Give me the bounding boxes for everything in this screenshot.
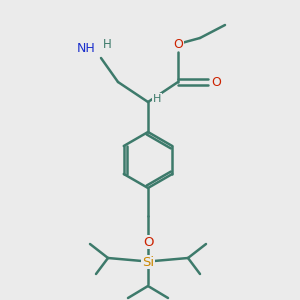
Text: H: H bbox=[103, 38, 111, 50]
Text: O: O bbox=[211, 76, 221, 88]
Text: O: O bbox=[143, 236, 153, 248]
Text: Si: Si bbox=[142, 256, 154, 268]
Text: H: H bbox=[153, 94, 161, 104]
Text: O: O bbox=[173, 38, 183, 50]
Text: NH: NH bbox=[77, 43, 96, 56]
